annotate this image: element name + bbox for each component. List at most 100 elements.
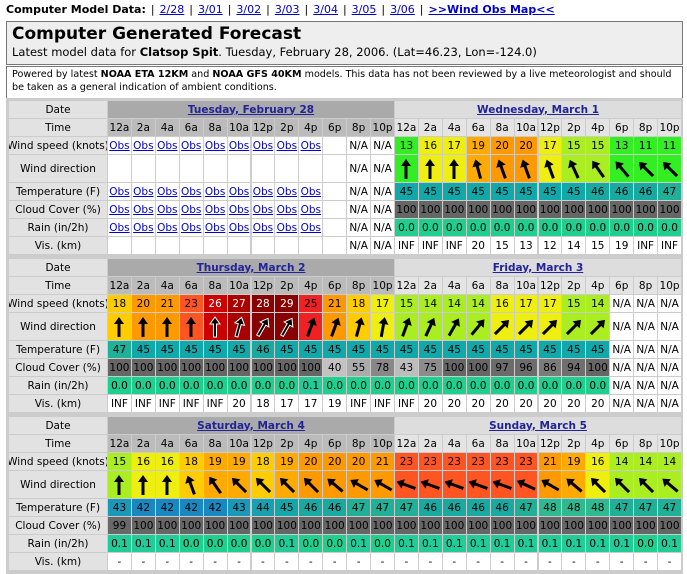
cloud-cell: 100 bbox=[466, 517, 490, 534]
nav-link[interactable]: 3/03 bbox=[274, 3, 300, 16]
nav-link[interactable]: 3/02 bbox=[236, 3, 262, 16]
temperature-value: 45 bbox=[471, 185, 485, 198]
arrow-icon bbox=[444, 478, 465, 490]
obs-link[interactable]: Obs bbox=[276, 139, 298, 152]
temperature-value: 42 bbox=[184, 501, 198, 514]
obs-link[interactable]: Obs bbox=[228, 221, 250, 234]
obs-link[interactable]: Obs bbox=[204, 139, 226, 152]
obs-link[interactable]: Obs bbox=[157, 139, 178, 152]
day-link[interactable]: Wednesday, March 1 bbox=[476, 103, 600, 116]
time-cell: 2p bbox=[275, 277, 299, 294]
obs-link[interactable]: Obs bbox=[228, 185, 250, 198]
wind-cell: 17 bbox=[514, 295, 538, 312]
vis-cell: - bbox=[371, 553, 394, 570]
wind-arrow bbox=[516, 478, 536, 491]
model: NOAA GFS 40KM bbox=[212, 69, 302, 80]
cloud-value: 100 bbox=[659, 203, 680, 216]
vis-value: 14 bbox=[567, 239, 581, 252]
obs-link[interactable]: Obs bbox=[252, 185, 274, 198]
wind-arrow bbox=[114, 316, 125, 337]
rain-cell: 0.0 bbox=[203, 377, 227, 394]
wind-value: 26 bbox=[208, 297, 222, 310]
cloud-value: N/A bbox=[349, 203, 368, 216]
vis-value: 15 bbox=[495, 239, 509, 252]
cloud-value: 100 bbox=[563, 203, 584, 216]
obs-link[interactable]: Obs bbox=[228, 203, 250, 216]
nav-link[interactable]: 3/04 bbox=[313, 3, 338, 16]
obs-link[interactable]: Obs bbox=[133, 185, 154, 198]
obs-link[interactable]: Obs bbox=[181, 139, 202, 152]
vis-value: 20 bbox=[591, 397, 605, 410]
obs-link[interactable]: Obs bbox=[300, 203, 321, 216]
wind-arrow bbox=[255, 317, 270, 337]
obs-link[interactable]: Obs bbox=[252, 203, 274, 216]
obs-link[interactable]: Obs bbox=[181, 221, 202, 234]
obs-link[interactable]: Obs bbox=[133, 139, 154, 152]
obs-link[interactable]: Obs bbox=[157, 221, 178, 234]
wind-cell: 19 bbox=[227, 453, 251, 470]
cloud-cell: 75 bbox=[418, 359, 442, 376]
cloud-value: 40 bbox=[328, 361, 342, 374]
day-link[interactable]: Sunday, March 5 bbox=[489, 419, 587, 432]
obs-link[interactable]: Obs bbox=[109, 139, 130, 152]
wind-value: 19 bbox=[471, 139, 485, 152]
arrow-icon bbox=[279, 317, 294, 337]
temperature-cell: 46 bbox=[251, 341, 275, 358]
row-label: Wind speed (knots) bbox=[9, 137, 107, 154]
nav-link[interactable]: 3/06 bbox=[390, 3, 415, 16]
obs-link[interactable]: Obs bbox=[300, 139, 321, 152]
obs-link[interactable]: Obs bbox=[252, 139, 274, 152]
nav-link[interactable]: 3/01 bbox=[197, 3, 223, 16]
obs-link[interactable]: Obs bbox=[204, 221, 226, 234]
map-link[interactable]: >>Wind Obs Map<< bbox=[428, 3, 555, 16]
rain-cell: 0.0 bbox=[251, 535, 275, 552]
obs-link[interactable]: Obs bbox=[133, 203, 154, 216]
wind-value: 23 bbox=[519, 455, 533, 468]
day-link[interactable]: Thursday, March 2 bbox=[196, 261, 306, 274]
obs-link[interactable]: Obs bbox=[181, 185, 202, 198]
obs-link[interactable]: Obs bbox=[276, 185, 298, 198]
obs-link[interactable]: Obs bbox=[276, 221, 298, 234]
obs-link[interactable]: Obs bbox=[157, 185, 178, 198]
direction-cell bbox=[562, 313, 586, 340]
direction-cell bbox=[108, 313, 131, 340]
wind-arrow bbox=[517, 319, 534, 335]
day-link[interactable]: Saturday, March 4 bbox=[197, 419, 305, 432]
obs-link[interactable]: Obs bbox=[228, 139, 250, 152]
obs-link[interactable]: Obs bbox=[109, 221, 130, 234]
obs-link[interactable]: Obs bbox=[300, 185, 321, 198]
temperature-cell: 45 bbox=[466, 341, 490, 358]
rain-value: 0.0 bbox=[541, 221, 559, 234]
temperature-cell: Obs bbox=[251, 183, 275, 200]
vis-cell bbox=[108, 237, 131, 254]
obs-link[interactable]: Obs bbox=[133, 221, 154, 234]
obs-link[interactable]: Obs bbox=[252, 221, 274, 234]
rain-value: 0.1 bbox=[350, 537, 367, 550]
obs-link[interactable]: Obs bbox=[276, 203, 298, 216]
obs-link[interactable]: Obs bbox=[204, 185, 226, 198]
wind-arrow bbox=[255, 477, 272, 493]
day-link[interactable]: Tuesday, February 28 bbox=[187, 103, 315, 116]
day-header: Sunday, March 5 bbox=[395, 417, 681, 434]
time-cell: 8a bbox=[203, 277, 227, 294]
obs-link[interactable]: Obs bbox=[204, 203, 226, 216]
obs-link[interactable]: Obs bbox=[157, 203, 178, 216]
rain-cell: 0.0 bbox=[658, 219, 681, 236]
cloud-value: 100 bbox=[611, 203, 632, 216]
temperature-value: 46 bbox=[328, 501, 342, 514]
obs-link[interactable]: Obs bbox=[181, 203, 202, 216]
cloud-cell: Obs bbox=[155, 201, 179, 218]
wind-value: 18 bbox=[112, 297, 127, 310]
cloud-value: N/A bbox=[612, 361, 631, 374]
day-link[interactable]: Friday, March 3 bbox=[492, 261, 584, 274]
temperature-cell: 46 bbox=[586, 183, 610, 200]
nav-link[interactable]: 3/05 bbox=[351, 3, 377, 16]
obs-link[interactable]: Obs bbox=[300, 221, 321, 234]
rain-cell: 0.0 bbox=[227, 377, 251, 394]
nav-link[interactable]: 2/28 bbox=[159, 3, 185, 16]
arrow-icon bbox=[231, 477, 248, 493]
obs-link[interactable]: Obs bbox=[109, 185, 130, 198]
cloud-value: 100 bbox=[276, 361, 297, 374]
temperature-cell: 47 bbox=[108, 341, 131, 358]
obs-link[interactable]: Obs bbox=[109, 203, 130, 216]
